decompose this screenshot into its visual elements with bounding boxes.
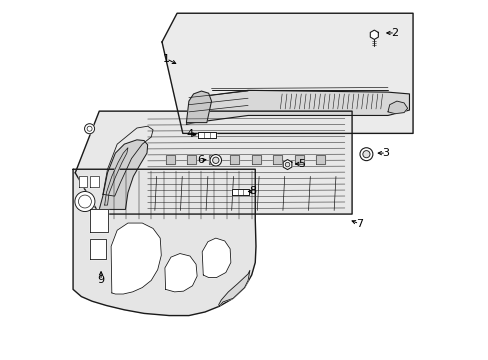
Polygon shape <box>79 176 86 187</box>
Polygon shape <box>162 13 412 134</box>
Circle shape <box>75 192 95 212</box>
Polygon shape <box>186 90 408 125</box>
Polygon shape <box>73 169 255 316</box>
Polygon shape <box>369 30 378 40</box>
Text: 4: 4 <box>186 129 193 139</box>
Polygon shape <box>165 155 174 164</box>
Polygon shape <box>251 155 260 164</box>
Polygon shape <box>208 155 217 164</box>
Polygon shape <box>283 159 291 170</box>
Polygon shape <box>387 101 407 114</box>
Text: 2: 2 <box>391 28 398 38</box>
Bar <box>231 189 248 195</box>
Polygon shape <box>89 239 106 259</box>
Text: 5: 5 <box>298 159 305 169</box>
Polygon shape <box>294 155 303 164</box>
Polygon shape <box>316 155 325 164</box>
Text: 9: 9 <box>97 275 104 285</box>
Circle shape <box>78 195 91 208</box>
Text: 6: 6 <box>197 155 204 165</box>
Polygon shape <box>202 238 230 278</box>
Text: 8: 8 <box>249 186 256 197</box>
Polygon shape <box>111 223 161 294</box>
Circle shape <box>362 150 369 158</box>
Polygon shape <box>218 270 249 306</box>
Circle shape <box>212 157 219 163</box>
Circle shape <box>285 162 289 167</box>
Polygon shape <box>187 155 196 164</box>
Polygon shape <box>99 140 147 210</box>
Polygon shape <box>75 111 351 214</box>
Text: 7: 7 <box>355 219 362 229</box>
Polygon shape <box>164 253 197 292</box>
Circle shape <box>210 154 221 166</box>
Text: 1: 1 <box>163 54 169 64</box>
Circle shape <box>359 148 372 161</box>
Polygon shape <box>89 209 107 232</box>
Text: 3: 3 <box>382 148 389 158</box>
Polygon shape <box>89 176 99 187</box>
Polygon shape <box>186 91 211 123</box>
Polygon shape <box>104 148 128 205</box>
Polygon shape <box>273 155 282 164</box>
Bar <box>198 132 215 138</box>
Circle shape <box>87 126 92 131</box>
Polygon shape <box>230 155 239 164</box>
Circle shape <box>84 124 94 134</box>
